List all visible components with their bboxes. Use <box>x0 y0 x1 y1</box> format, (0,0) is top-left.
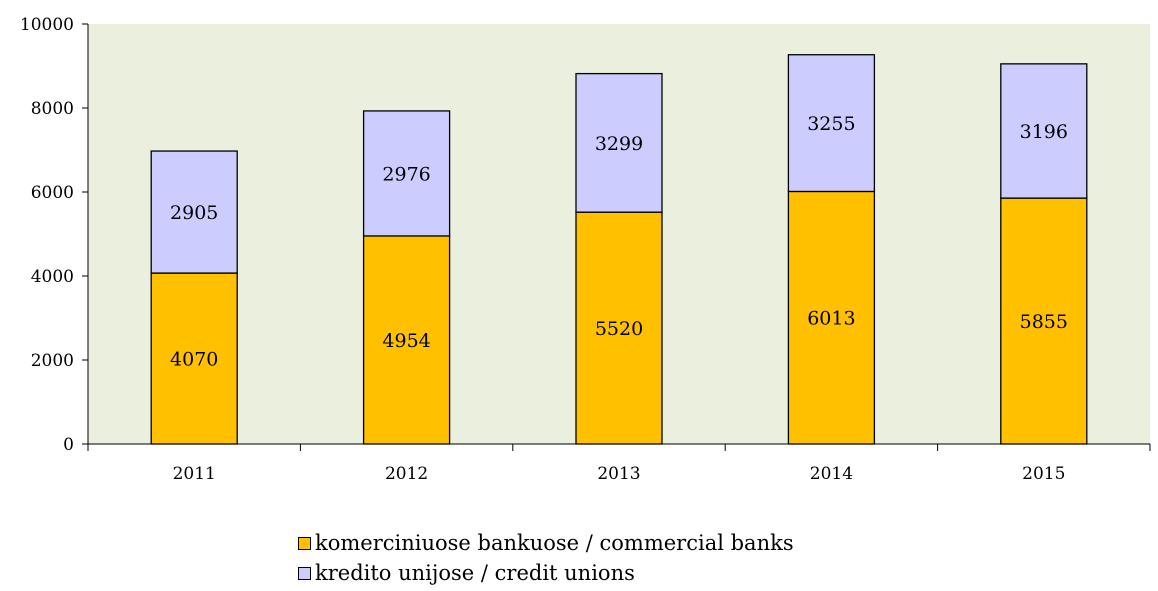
data-label-2013-series-1: 3299 <box>595 133 643 155</box>
legend-swatch-credit-unions <box>298 566 311 580</box>
y-tick-label-0: 0 <box>63 435 74 455</box>
bar-2011-series-1 <box>150 150 238 274</box>
bar-2013-series-1 <box>575 72 663 213</box>
bar-2012-series-1 <box>362 110 451 237</box>
bar-2015-series-0 <box>1000 197 1088 445</box>
y-tick-label-2000: 2000 <box>31 351 74 371</box>
data-label-2014-series-0: 6013 <box>807 308 855 330</box>
y-tick-label-6000: 6000 <box>31 183 74 203</box>
y-tick-label-4000: 4000 <box>31 267 74 287</box>
legend-item-credit-unions: kredito unijose / credit unions <box>298 558 794 588</box>
chart: 0 2000 4000 6000 8000 10000 4070 2905 2011 4954 29… <box>20 15 1151 484</box>
legend-label-commercial-banks: komerciniuose bankuose / commercial bank… <box>315 531 794 555</box>
bar-2012-series-0 <box>362 235 451 445</box>
bar-2011-series-0 <box>150 272 238 445</box>
x-tick-label-2011: 2011 <box>173 464 216 484</box>
data-label-2012-series-0: 4954 <box>382 330 430 352</box>
y-tick-label-10000: 10000 <box>20 15 74 35</box>
legend-swatch-commercial-banks <box>298 536 311 550</box>
x-tick-label-2014: 2014 <box>810 464 853 484</box>
y-tick-label-8000: 8000 <box>31 99 74 119</box>
data-label-2012-series-1: 2976 <box>382 163 430 185</box>
data-label-2011-series-1: 2905 <box>170 202 218 224</box>
bar-2015-series-1 <box>1000 63 1088 199</box>
data-label-2014-series-1: 3255 <box>807 113 855 135</box>
legend-item-commercial-banks: komerciniuose bankuose / commercial bank… <box>298 528 794 558</box>
bar-2014-series-1 <box>787 54 876 193</box>
x-tick-label-2012: 2012 <box>385 464 428 484</box>
chart-svg: 0 2000 4000 6000 8000 10000 4070 2905 2011 4954 29… <box>20 15 1151 484</box>
data-label-2011-series-0: 4070 <box>170 349 218 371</box>
data-label-2015-series-1: 3196 <box>1020 121 1068 143</box>
data-label-2015-series-0: 5855 <box>1020 311 1068 333</box>
legend-label-credit-unions: kredito unijose / credit unions <box>315 561 635 585</box>
data-label-2013-series-0: 5520 <box>595 318 643 340</box>
x-tick-label-2015: 2015 <box>1022 464 1065 484</box>
bar-2013-series-0 <box>575 211 663 445</box>
x-tick-label-2013: 2013 <box>597 464 640 484</box>
legend: komerciniuose bankuose / commercial bank… <box>298 528 794 588</box>
